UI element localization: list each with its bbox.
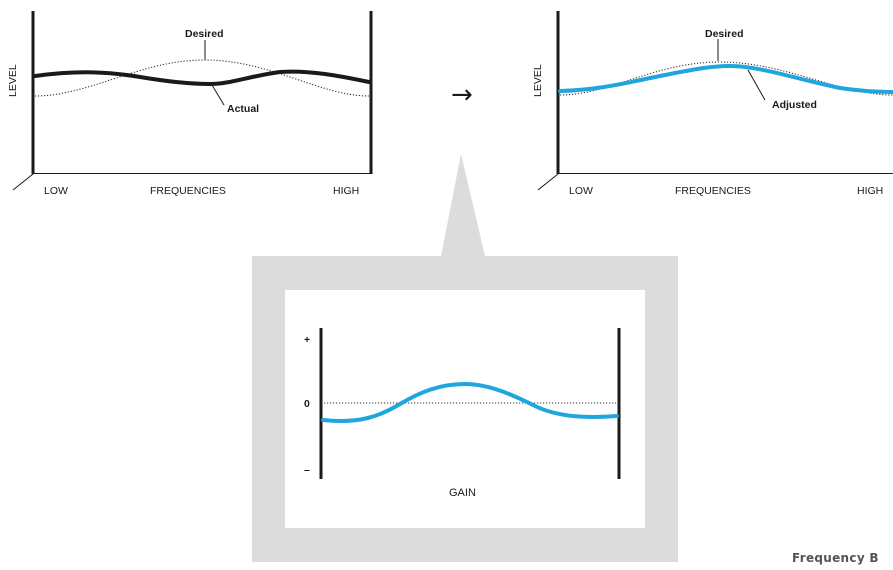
before-corner-tick [12,173,34,191]
before-panel: LEVEL Desired Actual LOW FREQUENCIES HIG… [7,11,373,197]
after-desired-label: Desired [705,28,744,40]
before-y-axis-label: LEVEL [7,64,19,97]
gain-label: GAIN [449,487,476,499]
after-high-label: HIGH [857,185,883,197]
after-low-label: LOW [569,185,593,197]
gain-plus-label: + [304,334,310,346]
callout-pointer [441,154,485,256]
before-actual-leader [211,84,225,106]
before-x-axis-label: FREQUENCIES [150,185,226,197]
after-adjusted-label: Adjusted [772,99,817,111]
gain-minus-label: – [304,464,310,476]
before-desired-label: Desired [185,28,224,40]
after-adjusted-curve [558,63,893,94]
after-adjusted-leader [747,69,766,101]
gain-curve [321,381,619,424]
after-y-axis-label: LEVEL [532,64,544,97]
right-arrow-icon: → [451,80,473,110]
callout-inner-panel [285,290,645,528]
after-corner-tick [537,173,559,191]
before-desired-curve [34,59,370,97]
before-actual-curve [33,69,371,87]
before-high-label: HIGH [333,185,359,197]
before-low-label: LOW [44,185,68,197]
before-actual-label: Actual [227,103,259,115]
gain-panel: + 0 – GAIN [304,328,621,499]
after-x-axis-label: FREQUENCIES [675,185,751,197]
gain-zero-label: 0 [304,398,310,410]
figure-caption: Frequency B [792,551,879,565]
after-panel: LEVEL Desired Adjusted LOW FREQUENCIES H… [532,11,893,197]
